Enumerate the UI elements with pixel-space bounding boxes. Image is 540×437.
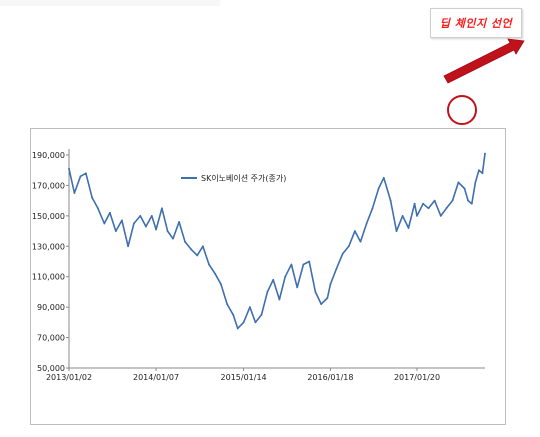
data-point xyxy=(477,169,480,172)
data-point xyxy=(284,275,287,278)
data-point xyxy=(371,207,374,210)
data-point xyxy=(347,245,350,248)
data-point xyxy=(109,211,111,214)
callout-text: 딥 체인지 선언 xyxy=(439,17,513,30)
data-point xyxy=(445,207,448,210)
data-point xyxy=(97,207,99,210)
data-point xyxy=(341,252,344,255)
data-point xyxy=(155,228,157,231)
data-point xyxy=(190,248,193,251)
data-point xyxy=(85,172,87,175)
data-point xyxy=(416,214,418,217)
data-point xyxy=(395,230,398,232)
data-point xyxy=(150,214,153,217)
data-point xyxy=(353,230,356,232)
data-point xyxy=(401,214,404,217)
data-point xyxy=(439,214,442,217)
data-point xyxy=(290,263,293,266)
data-point xyxy=(166,230,169,232)
data-point xyxy=(451,199,454,202)
data-point xyxy=(145,225,147,228)
data-point xyxy=(427,207,430,210)
highlight-circle-icon xyxy=(447,95,477,125)
data-point xyxy=(121,219,123,222)
data-point xyxy=(266,291,269,293)
x-tick-label: 2016/01/18 xyxy=(307,373,353,382)
data-point xyxy=(236,327,239,330)
data-point xyxy=(413,202,416,205)
data-point xyxy=(73,192,76,194)
data-point xyxy=(308,260,311,263)
y-tick-label: 90,000 xyxy=(37,303,65,312)
data-point xyxy=(389,199,392,202)
data-point xyxy=(457,181,460,184)
y-tick-label: 130,000 xyxy=(32,242,65,251)
data-point xyxy=(214,272,217,275)
data-point xyxy=(463,187,466,190)
data-point xyxy=(320,303,323,305)
data-point xyxy=(335,268,338,271)
data-point xyxy=(68,167,70,170)
data-point xyxy=(359,240,362,243)
data-point xyxy=(254,321,257,324)
data-point xyxy=(314,291,317,293)
x-tick-label: 2015/01/14 xyxy=(221,373,267,382)
data-point xyxy=(178,221,181,223)
data-point xyxy=(302,263,305,266)
data-point xyxy=(326,297,329,299)
data-point xyxy=(161,207,163,210)
x-tick-label: 2013/01/02 xyxy=(46,373,92,382)
top-strip xyxy=(0,0,220,6)
y-tick-label: 170,000 xyxy=(32,181,65,190)
data-point xyxy=(278,298,281,301)
data-point xyxy=(249,306,251,309)
data-point xyxy=(114,230,117,232)
data-point xyxy=(139,214,142,217)
chart-svg: 50,000 70,000 90,000 110,000 130,000 150,000 1… xyxy=(32,149,486,382)
data-point xyxy=(242,321,245,324)
data-point xyxy=(484,152,486,155)
data-point xyxy=(201,245,204,248)
stock-chart: 50,000 70,000 90,000 110,000 130,000 150,000 1… xyxy=(30,128,506,425)
legend-label: SK이노베이션 주가(종가) xyxy=(201,173,286,183)
data-point xyxy=(433,199,436,202)
data-point xyxy=(79,175,82,178)
data-point xyxy=(196,254,199,257)
data-point xyxy=(272,278,275,281)
data-point xyxy=(91,196,93,199)
data-point xyxy=(470,202,473,205)
data-point xyxy=(382,176,385,179)
data-point xyxy=(296,286,299,289)
y-tick-label: 50,000 xyxy=(37,364,65,373)
data-point xyxy=(422,202,425,205)
data-point xyxy=(127,245,129,248)
data-point xyxy=(467,199,469,202)
data-point xyxy=(172,237,174,240)
data-point xyxy=(184,240,186,243)
data-point xyxy=(329,283,332,286)
data-point xyxy=(226,303,229,305)
x-tick-label: 2014/01/07 xyxy=(133,373,179,382)
x-tick-label: 2017/01/20 xyxy=(394,373,440,382)
data-point xyxy=(103,222,106,225)
data-point xyxy=(481,172,484,175)
data-point xyxy=(365,222,368,225)
y-tick-label: 150,000 xyxy=(32,212,65,221)
y-tick-label: 190,000 xyxy=(32,151,65,160)
data-point xyxy=(208,263,210,266)
y-tick-label: 110,000 xyxy=(32,273,65,282)
data-point xyxy=(133,222,135,225)
data-point xyxy=(260,313,263,316)
data-point xyxy=(220,283,222,286)
rising-arrow-icon xyxy=(443,38,525,84)
data-point xyxy=(407,227,410,229)
data-point xyxy=(377,187,380,190)
data-point xyxy=(232,313,235,316)
data-point xyxy=(474,181,477,184)
y-tick-label: 70,000 xyxy=(37,334,65,343)
deep-change-callout: 딥 체인지 선언 xyxy=(430,8,522,38)
